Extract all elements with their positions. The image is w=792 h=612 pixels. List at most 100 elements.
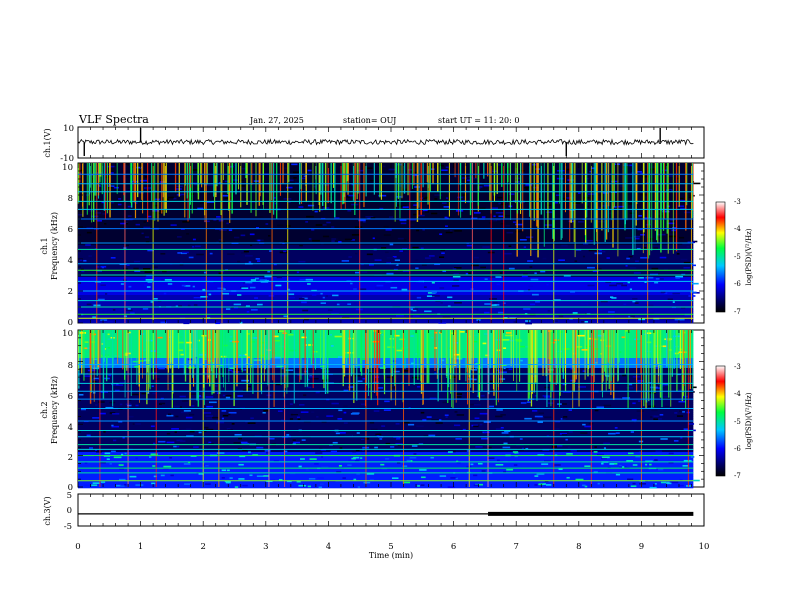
spectrogram-cell: [267, 271, 270, 273]
spectrogram-cell: [210, 253, 213, 255]
ch1-spectrogram-panel: 10 8 6 4 2 0 ch.1 Frequency (kHz): [40, 163, 704, 328]
spectrogram-cell: [321, 302, 326, 304]
spectrogram-cell: [421, 412, 425, 414]
spectrogram-cell: [242, 394, 249, 396]
spectrogram-cell: [440, 302, 442, 304]
spectrogram-cell: [103, 431, 105, 433]
spectrogram-cell: [168, 413, 171, 415]
spectrogram-cell: [264, 276, 272, 278]
spectrogram-band: [78, 169, 693, 171]
spectrogram-cell: [363, 482, 370, 484]
spectrogram-cell: [211, 287, 218, 289]
spectrogram-cell: [504, 342, 511, 344]
spectrogram-cell: [380, 464, 384, 466]
spectrogram-cell: [497, 197, 502, 199]
spectrogram-cell: [640, 234, 645, 236]
spectrogram-cell: [563, 416, 567, 418]
spectrogram-cell: [384, 226, 389, 228]
spectrogram-cell: [649, 464, 652, 466]
spectrogram-cell: [234, 304, 241, 306]
spectrogram-cell: [625, 237, 633, 239]
spectrogram-cell: [132, 394, 139, 396]
spectrogram-cell: [193, 446, 199, 448]
spectrogram-cell: [520, 239, 527, 241]
spectrogram-cell: [203, 412, 211, 414]
spectrogram-band: [78, 482, 693, 484]
spectrogram-cell: [561, 245, 567, 247]
spectrogram-cell: [116, 384, 123, 386]
spectrogram-cell: [470, 464, 473, 466]
spectrogram-cell: [524, 246, 526, 248]
spectrogram-cell: [396, 350, 402, 352]
spectrogram-cell: [676, 257, 679, 259]
x-tick-label: 9: [639, 542, 644, 552]
spectrogram-cell: [578, 192, 581, 194]
spectrogram-cell: [154, 266, 158, 268]
spectrogram-cell: [263, 412, 266, 414]
spectrogram-cell: [526, 188, 528, 190]
spectrogram-cell: [568, 447, 571, 449]
spectrogram-cell: [534, 475, 538, 477]
spectrogram-cell: [289, 293, 295, 295]
spectrogram-cell: [288, 334, 294, 336]
spectrogram-cell: [417, 297, 421, 299]
spectrogram-cell: [89, 447, 93, 449]
spectrogram-cell: [647, 168, 655, 170]
spectrogram-cell: [656, 278, 660, 280]
x-axis-label: Time (min): [369, 551, 413, 560]
spectrogram-cell: [356, 473, 360, 475]
spectrogram-cell: [413, 308, 418, 310]
spectrogram-band: [78, 237, 693, 239]
spectrogram-cell: [323, 297, 325, 299]
spectrogram-cell: [638, 277, 644, 279]
spectrogram-cell: [604, 447, 606, 449]
spectrogram-cell: [274, 357, 281, 359]
spectrogram-cell: [381, 425, 385, 427]
spectrogram-cell: [651, 410, 657, 412]
spectrogram-cell: [186, 233, 189, 235]
spectrogram-cell: [299, 466, 302, 468]
spectrogram-cell: [530, 266, 533, 268]
spectrogram-cell: [268, 235, 271, 237]
spectrogram-cell: [399, 220, 406, 222]
spectrogram-cell: [372, 315, 378, 317]
spectrogram-cell: [206, 415, 213, 417]
spectrogram-cell: [633, 464, 638, 466]
spectrogram-cell: [241, 442, 248, 444]
spectrogram-cell: [492, 268, 497, 270]
spectrogram-cell: [387, 377, 394, 379]
spectrogram-cell: [154, 298, 158, 300]
spectrogram-cell: [266, 387, 268, 389]
ch1-ytick-6: 6: [68, 225, 73, 235]
spectrogram-cell: [452, 285, 459, 287]
spectrogram-cell: [87, 304, 92, 306]
spectrogram-cell: [474, 257, 479, 259]
spectrogram-cell: [422, 229, 424, 231]
spectrogram-cell: [519, 170, 525, 172]
spectrogram-cell: [445, 414, 449, 416]
spectrogram-cell: [152, 465, 155, 467]
spectrogram-cell: [652, 268, 659, 270]
spectrogram-cell: [660, 438, 667, 440]
spectrogram-cell: [439, 256, 444, 258]
spectrogram-cell: [595, 410, 599, 412]
spectrogram-cell: [355, 253, 357, 255]
spectrogram-cell: [85, 244, 91, 246]
spectrogram-band: [78, 163, 693, 165]
spectrogram-cell: [275, 287, 278, 289]
spectrogram-cell: [515, 231, 522, 233]
spectrogram-cell: [353, 479, 356, 481]
spectrogram-cell: [467, 450, 471, 452]
spectrogram-cell: [87, 435, 91, 437]
spectrogram-cell: [232, 423, 235, 425]
spectrogram-cell: [180, 406, 182, 408]
spectrogram-cell: [105, 293, 107, 295]
spectrogram-cell: [684, 212, 691, 214]
spectrogram-cell: [403, 206, 409, 208]
spectrogram-cell: [230, 340, 233, 342]
spectrogram-cell: [474, 212, 481, 214]
spectrogram-cell: [596, 268, 601, 270]
spectrogram-cell: [495, 276, 501, 278]
spectrogram-cell: [482, 343, 486, 345]
spectrogram-band: [78, 380, 693, 382]
